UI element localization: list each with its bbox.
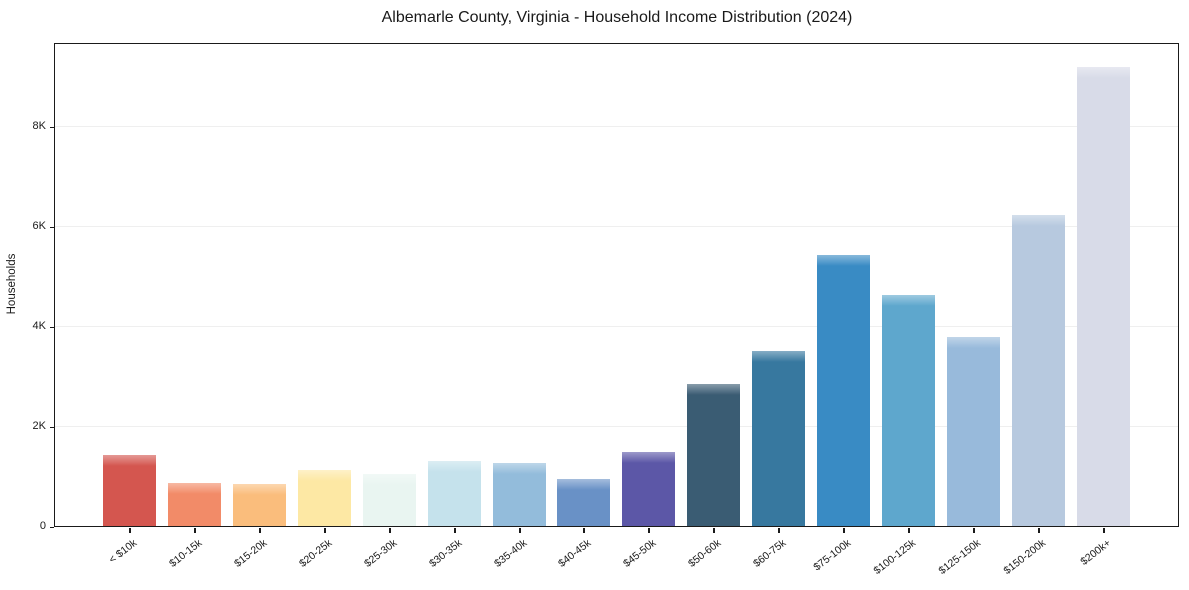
x-tick-mark-$25-30k xyxy=(389,528,391,533)
x-tick-label-$35-40k: $35-40k xyxy=(492,537,530,570)
gridline-2000 xyxy=(55,426,1178,427)
x-tick-mark-$150-200k xyxy=(1038,528,1040,533)
bar-$30-35k xyxy=(427,461,481,526)
bar-< $10k xyxy=(103,455,156,526)
bar-$10-15k xyxy=(167,482,221,526)
bar-$25-30k xyxy=(362,473,416,526)
bar-$40-45k xyxy=(557,478,611,526)
x-tick-label-$60-75k: $60-75k xyxy=(751,537,789,570)
x-tick-mark-$100-125k xyxy=(908,528,910,533)
bar-$75-100k xyxy=(817,255,871,526)
x-tick-mark-$15-20k xyxy=(259,528,261,533)
x-tick-mark-$50-60k xyxy=(713,528,715,533)
x-tick-mark-$10-15k xyxy=(194,528,196,533)
x-tick-mark-$35-40k xyxy=(519,528,521,533)
bar-$50-60k xyxy=(687,384,741,526)
y-tick-label-8K: 8K xyxy=(32,120,46,132)
bar-$125-150k xyxy=(946,337,1000,526)
y-tick-mark-2K xyxy=(50,426,54,428)
bar-$200k+ xyxy=(1076,67,1130,526)
y-tick-label-0: 0 xyxy=(39,520,46,532)
y-tick-label-2K: 2K xyxy=(32,420,46,432)
x-tick-mark-$40-45k xyxy=(583,528,585,533)
x-tick-mark-$75-100k xyxy=(843,528,845,533)
y-tick-mark-6K xyxy=(50,226,54,228)
y-tick-label-4K: 4K xyxy=(32,320,46,332)
x-tick-label-$200k+: $200k+ xyxy=(1078,537,1114,568)
y-tick-label-6K: 6K xyxy=(32,220,46,232)
bar-$60-75k xyxy=(752,351,806,526)
x-tick-mark-$30-35k xyxy=(454,528,456,533)
gridline-6000 xyxy=(55,226,1178,227)
y-tick-mark-4K xyxy=(50,326,54,328)
x-tick-label-< $10k: < $10k xyxy=(106,537,140,567)
y-tick-mark-8K xyxy=(50,126,54,128)
x-tick-label-$125-150k: $125-150k xyxy=(936,537,984,578)
x-tick-label-$10-15k: $10-15k xyxy=(167,537,205,570)
x-tick-label-$75-100k: $75-100k xyxy=(811,537,854,574)
x-tick-label-$45-50k: $45-50k xyxy=(621,537,659,570)
x-tick-mark-$60-75k xyxy=(778,528,780,533)
x-tick-label-$30-35k: $30-35k xyxy=(427,537,465,570)
gridline-4000 xyxy=(55,326,1178,327)
bar-$150-200k xyxy=(1011,215,1065,526)
bar-$15-20k xyxy=(232,483,286,526)
x-tick-label-$40-45k: $40-45k xyxy=(556,537,594,570)
bar-$45-50k xyxy=(622,451,676,526)
x-tick-label-$25-30k: $25-30k xyxy=(362,537,400,570)
plot-area xyxy=(54,43,1179,527)
bars-layer xyxy=(55,44,1178,526)
bar-$20-25k xyxy=(297,469,351,526)
chart-title: Albemarle County, Virginia - Household I… xyxy=(381,9,853,26)
gridline-8000 xyxy=(55,126,1178,127)
x-tick-mark-$45-50k xyxy=(648,528,650,533)
x-tick-label-$100-125k: $100-125k xyxy=(871,537,919,578)
x-tick-mark-$20-25k xyxy=(324,528,326,533)
x-tick-label-$50-60k: $50-60k xyxy=(686,537,724,570)
x-tick-mark-$200k+ xyxy=(1103,528,1105,533)
bar-$100-125k xyxy=(882,294,936,526)
y-tick-mark-0 xyxy=(50,526,54,528)
x-tick-mark-< $10k xyxy=(129,528,131,533)
x-tick-label-$20-25k: $20-25k xyxy=(297,537,335,570)
x-tick-label-$150-200k: $150-200k xyxy=(1001,537,1049,578)
x-tick-mark-$125-150k xyxy=(973,528,975,533)
x-tick-label-$15-20k: $15-20k xyxy=(232,537,270,570)
bar-$35-40k xyxy=(492,462,546,526)
